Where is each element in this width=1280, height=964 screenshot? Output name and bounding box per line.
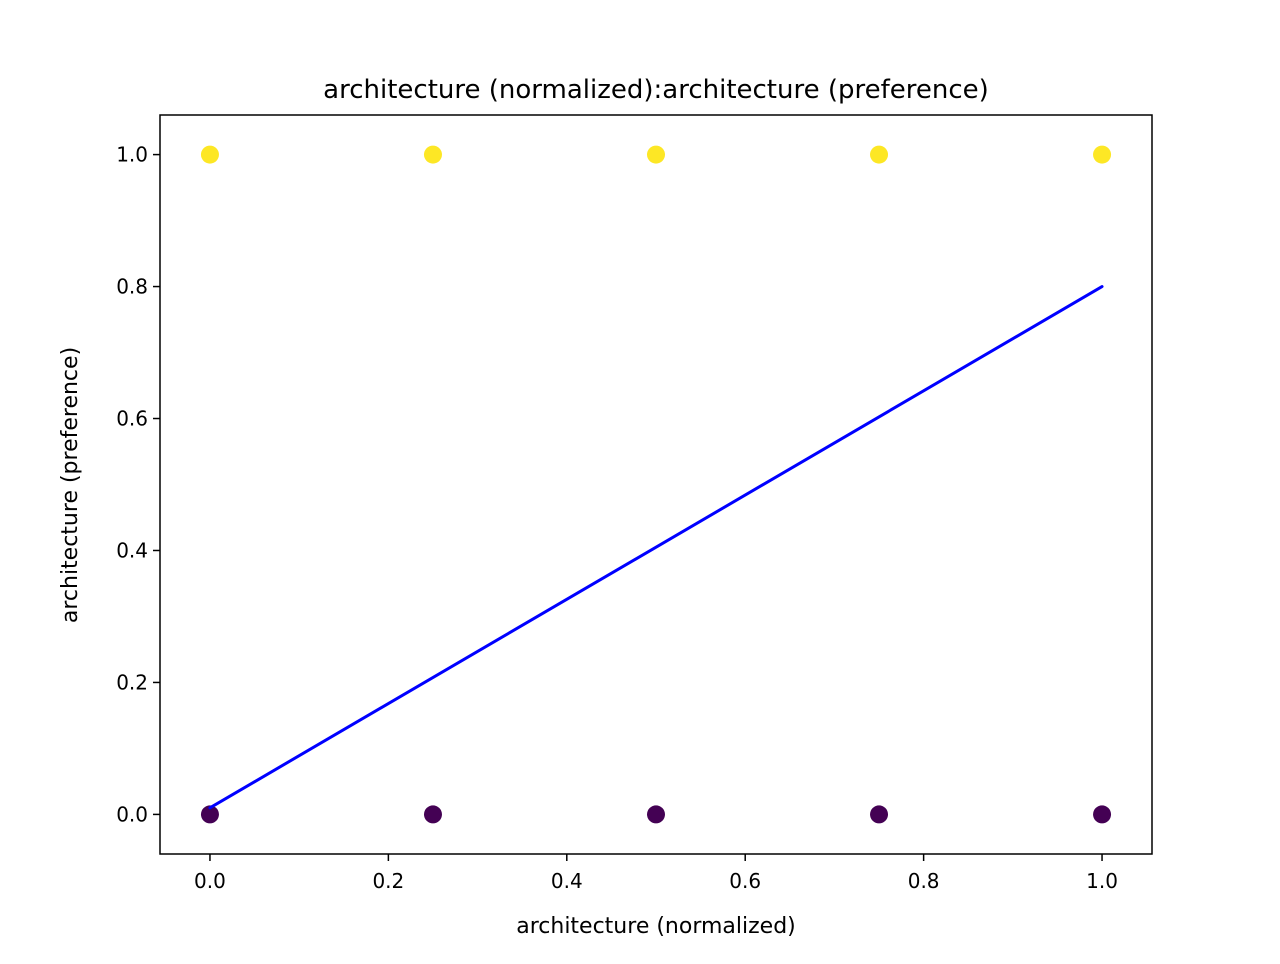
y-tick-label: 1.0 [116,143,148,167]
fit-line [208,285,1104,810]
scatter-point [423,805,442,824]
scatter-point [200,805,219,824]
scatter-point [1093,145,1112,164]
chart-title: architecture (normalized):architecture (… [323,75,989,105]
axes: 0.0 0.2 0.4 0.6 0.8 1.0 0.0 0.2 0.4 0.6 0.8 1.0 [116,114,1153,893]
scatter-point [1093,805,1112,824]
x-tick-label: 0.4 [551,869,583,893]
x-axis-label: architecture (normalized) [516,914,796,939]
scatter-point [870,805,889,824]
y-tick-label: 0.0 [116,802,148,826]
scatter-point [423,145,442,164]
scatter-point [200,145,219,164]
x-tick-label: 0.8 [908,869,940,893]
y-axis-label: architecture (preference) [58,347,83,623]
x-tick-label: 0.2 [372,869,404,893]
plot-area [200,145,1112,824]
x-tick-label: 0.0 [194,869,226,893]
x-tick-label: 1.0 [1086,869,1118,893]
y-tick-label: 0.2 [116,670,148,694]
x-tick-label: 0.6 [729,869,761,893]
plot-frame [159,114,1153,855]
y-tick-label: 0.8 [116,275,148,299]
y-tick-label: 0.4 [116,538,148,562]
scatter-point [870,145,889,164]
scatter-point [647,145,665,164]
scatter-point [647,805,665,824]
y-tick-label: 0.6 [116,407,148,431]
